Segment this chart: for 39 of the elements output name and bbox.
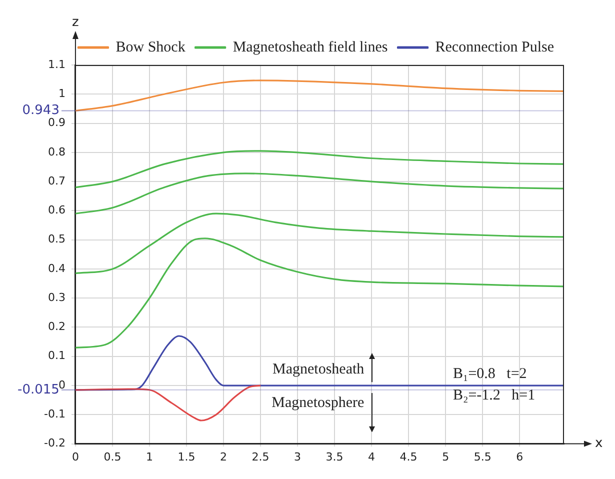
- x-tick-label: 6: [516, 450, 524, 464]
- y-tick-label: -0.2: [44, 436, 66, 450]
- x-tick-label: 1.5: [178, 450, 196, 464]
- legend-label: Reconnection Pulse: [435, 39, 554, 56]
- y-tick-label: 0.4: [48, 262, 66, 275]
- y-tick-label: 0.8: [48, 145, 66, 158]
- x-tick-label: 0: [72, 450, 79, 464]
- annotation: Magnetosphere: [272, 394, 364, 411]
- y-tick-label: 0.6: [48, 204, 66, 217]
- legend-label: Magnetosheath field lines: [232, 39, 388, 56]
- y-tick-label: 0.1: [48, 349, 66, 362]
- y-tick-label: 0.7: [48, 174, 66, 188]
- y-axis-title: z: [72, 14, 80, 30]
- ref-line-label: -0.015: [18, 382, 60, 398]
- y-tick-label: -0.1: [44, 408, 66, 421]
- y-tick-label: 0: [58, 378, 66, 392]
- x-tick-label: 4.5: [400, 450, 418, 464]
- y-tick-label: 0.9: [48, 116, 66, 130]
- x-tick-label: 5: [442, 450, 450, 464]
- x-axis-title: x: [595, 436, 603, 452]
- y-tick-label: 0.3: [48, 290, 66, 304]
- y-tick-label: 0.2: [48, 320, 66, 334]
- annotation: Magnetosheath: [272, 361, 365, 378]
- y-tick-label: 1: [58, 87, 66, 100]
- annotation: B₂=-1.2 h=1: [452, 388, 536, 404]
- annotation: B₁=0.8 t=2: [452, 366, 527, 382]
- x-tick-label: 3.5: [326, 450, 344, 464]
- y-tick-label: 1.1: [48, 58, 66, 71]
- x-tick-label: 0.5: [104, 450, 122, 464]
- x-tick-label: 4: [368, 450, 376, 464]
- x-tick-label: 3: [294, 450, 302, 464]
- y-tick-label: 0.5: [48, 232, 66, 246]
- x-tick-label: 1: [146, 450, 153, 464]
- x-tick-label: 2: [220, 450, 228, 464]
- legend-label: Bow Shock: [116, 39, 186, 56]
- x-tick-label: 2.5: [252, 450, 270, 464]
- line-series: [75, 384, 262, 422]
- ref-line-label: 0.943: [22, 103, 60, 118]
- x-tick-label: 5.5: [474, 450, 492, 464]
